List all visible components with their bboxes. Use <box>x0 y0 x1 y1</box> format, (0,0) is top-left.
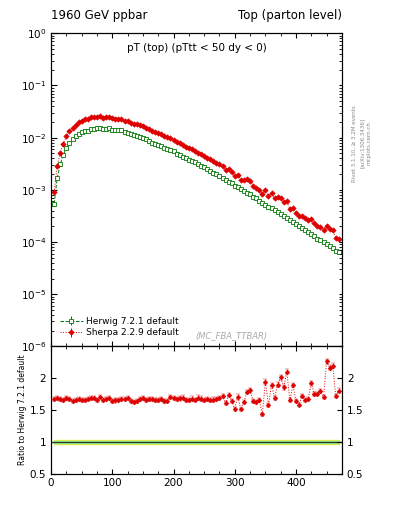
Text: [arXiv:1306.3436]: [arXiv:1306.3436] <box>360 118 365 168</box>
Text: mcplots.cern.ch: mcplots.cern.ch <box>366 121 371 165</box>
Text: Top (parton level): Top (parton level) <box>238 9 342 22</box>
Legend: Herwig 7.2.1 default, Sherpa 2.2.9 default: Herwig 7.2.1 default, Sherpa 2.2.9 defau… <box>57 313 183 341</box>
Text: pT (top) (pTtt < 50 dy < 0): pT (top) (pTtt < 50 dy < 0) <box>127 42 266 53</box>
Text: 1960 GeV ppbar: 1960 GeV ppbar <box>51 9 148 22</box>
Y-axis label: Ratio to Herwig 7.2.1 default: Ratio to Herwig 7.2.1 default <box>18 355 27 465</box>
Text: Rivet 3.1.10, ≥ 3.2M events: Rivet 3.1.10, ≥ 3.2M events <box>352 105 357 182</box>
Text: (MC_FBA_TTBAR): (MC_FBA_TTBAR) <box>195 331 268 340</box>
